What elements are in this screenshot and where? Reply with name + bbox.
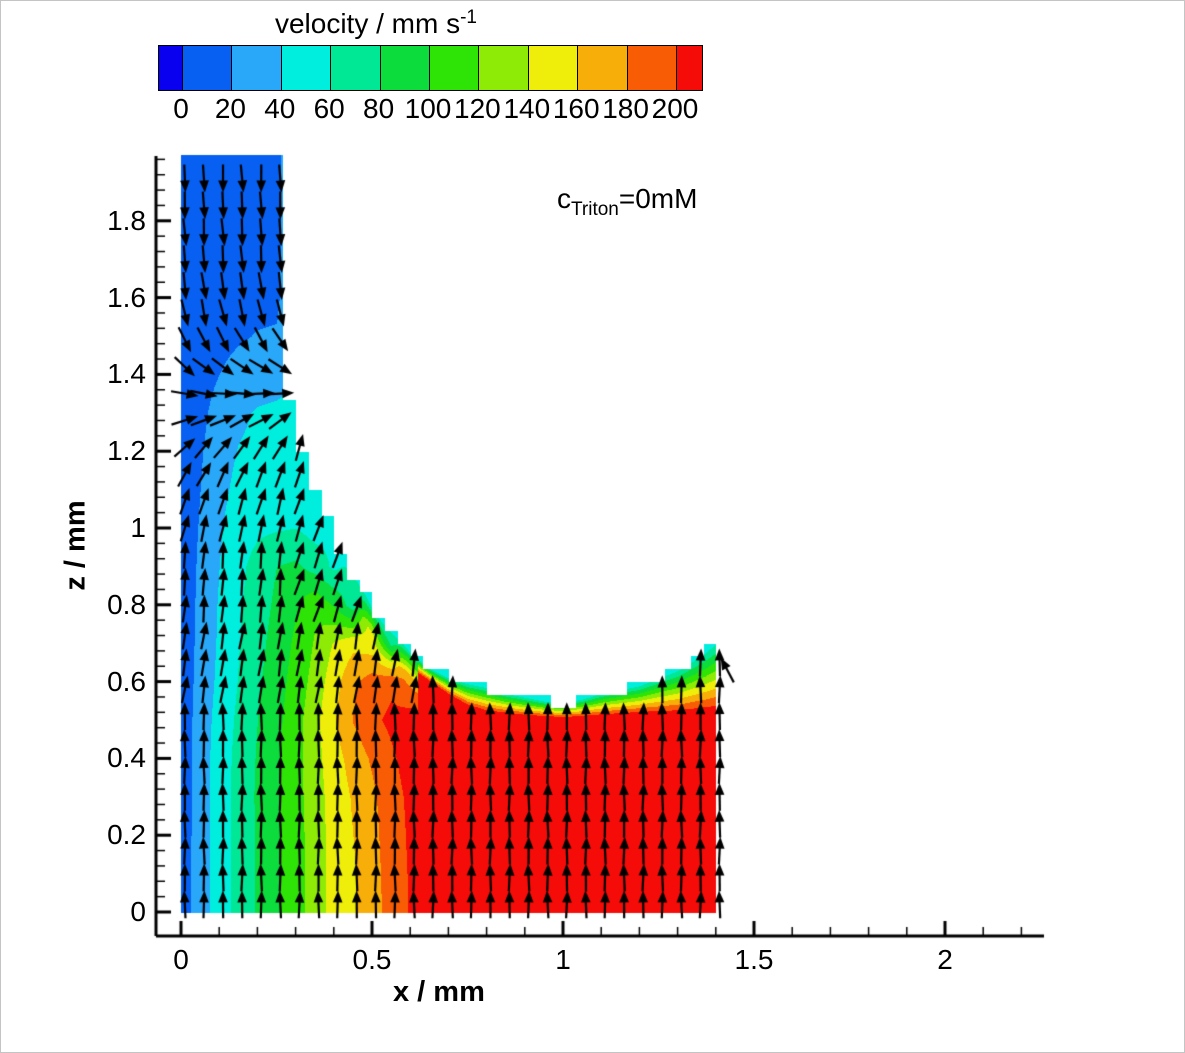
colorbar-tick-label: 160 [552, 93, 600, 124]
y-tick-label: 0 [130, 896, 146, 927]
colorbar-tick-label: 40 [264, 93, 296, 124]
x-tick-label: 1.5 [734, 944, 774, 975]
annotation-subscript: Triton [571, 199, 619, 220]
colorbar-band-7 [478, 46, 528, 90]
x-axis-title: x / mm [393, 976, 485, 1008]
colorbar-tick-label: 100 [404, 93, 452, 124]
annotation-concentration: cTriton=0mM [557, 183, 697, 221]
x-tick-label: 0 [173, 944, 189, 975]
colorbar-band-9 [577, 46, 627, 90]
colorbar-title-superscript: -1 [460, 7, 478, 28]
colorbar-title-main: velocity / mm s [274, 8, 461, 39]
colorbar-band-1 [182, 46, 232, 90]
colorbar-band-3 [280, 46, 331, 90]
colorbar-tick-label: 80 [363, 93, 395, 124]
y-tick-label: 0.2 [107, 819, 146, 851]
colorbar-tick-label: 60 [313, 93, 345, 124]
colorbar-tick-label: 200 [651, 93, 699, 124]
colorbar-band-0 [159, 46, 182, 90]
colorbar-tick-label: 0 [173, 93, 189, 124]
colorbar-band-6 [428, 46, 479, 90]
y-tick-label: 1.8 [107, 204, 146, 236]
annotation-rest: =0mM [618, 183, 698, 214]
x-tick-label: 0.5 [352, 944, 392, 975]
colorbar-title: velocity / mm s-1 [1, 7, 751, 40]
y-tick-label: 0.6 [107, 665, 146, 697]
colorbar-tick-label: 120 [454, 93, 501, 124]
colorbar-band-2 [231, 46, 281, 90]
colorbar-band-4 [330, 46, 380, 90]
colorbar-band-10 [626, 46, 676, 90]
x-tick-label: 2 [937, 944, 953, 975]
colorbar-tick-label: 180 [602, 93, 649, 124]
y-tick-label: 1.6 [107, 281, 146, 313]
colorbar-band-8 [527, 46, 578, 90]
colorbar-band-5 [379, 46, 429, 90]
y-tick-label: 0.4 [107, 742, 146, 774]
y-axis-title: z / mm [59, 500, 92, 591]
colorbar-tick-label: 140 [503, 93, 551, 124]
y-tick-label: 1 [130, 512, 146, 543]
colorbar-band-11 [675, 46, 702, 90]
y-tick-label: 0.8 [107, 588, 146, 620]
colorbar [158, 45, 703, 91]
y-tick-label: 1.2 [107, 435, 146, 467]
x-tick-label: 1 [555, 944, 571, 975]
annotation-base: c [557, 183, 571, 214]
colorbar-tick-label: 20 [214, 93, 246, 124]
y-tick-label: 1.4 [107, 358, 146, 390]
